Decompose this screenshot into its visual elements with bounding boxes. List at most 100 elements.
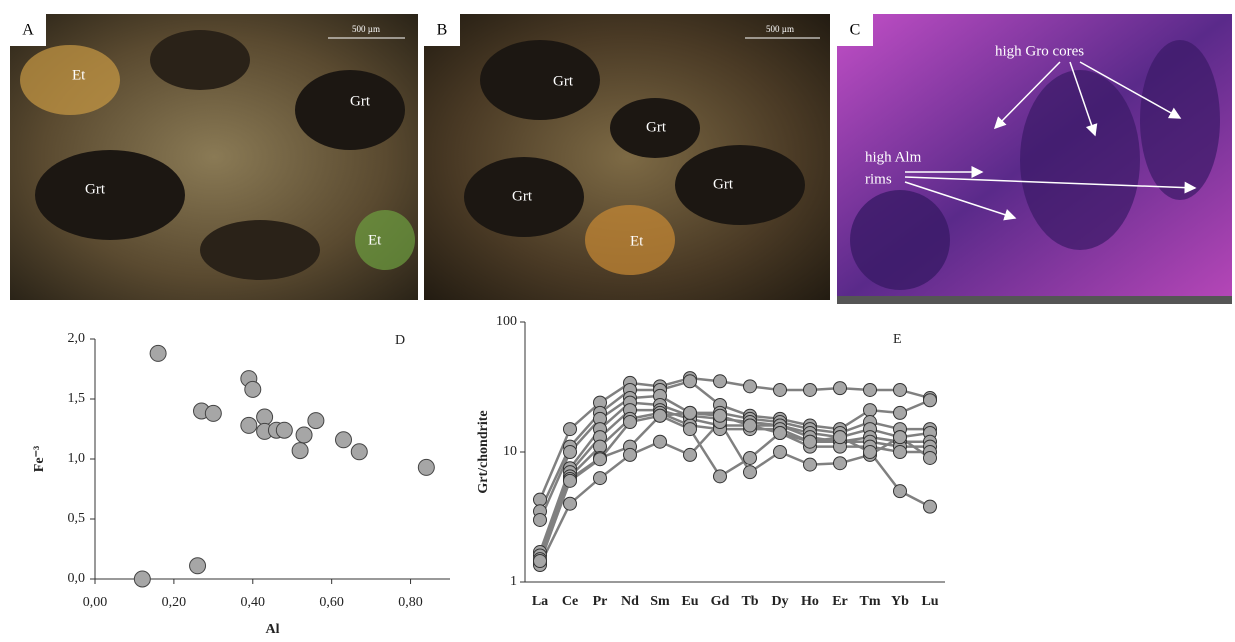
scale-bar: 500 µm bbox=[352, 24, 380, 34]
panel-label: B bbox=[437, 22, 448, 39]
point bbox=[893, 382, 907, 397]
x-tick-label: 0,40 bbox=[241, 595, 266, 610]
x-tick-label: Tm bbox=[860, 594, 881, 609]
point bbox=[653, 408, 667, 423]
point bbox=[275, 421, 293, 439]
y-tick-label: 1,5 bbox=[68, 391, 86, 406]
point bbox=[833, 430, 847, 445]
point bbox=[563, 473, 577, 488]
panel-label: A bbox=[22, 22, 34, 39]
x-tick-label: Ce bbox=[562, 594, 578, 609]
point bbox=[743, 450, 757, 465]
panel-label: E bbox=[893, 332, 902, 347]
panel-label: C bbox=[850, 22, 861, 39]
point bbox=[773, 382, 787, 397]
point bbox=[133, 570, 151, 588]
point bbox=[893, 430, 907, 445]
point bbox=[593, 471, 607, 486]
y-tick-label: 1 bbox=[510, 574, 517, 589]
mineral-label: Grt bbox=[713, 176, 734, 192]
point bbox=[923, 393, 937, 408]
point bbox=[240, 416, 258, 434]
x-tick-label: Pr bbox=[593, 594, 608, 609]
point bbox=[623, 415, 637, 430]
x-tick-label: Tb bbox=[741, 594, 758, 609]
photo-b: B 500 µm Grt Grt Grt Grt Et bbox=[424, 14, 830, 300]
panel-label: D bbox=[395, 333, 405, 348]
y-tick-label: 100 bbox=[496, 314, 517, 329]
x-tick-label: Sm bbox=[650, 594, 670, 609]
point bbox=[623, 447, 637, 462]
x-tick-label: La bbox=[532, 594, 548, 609]
photo-c: C high Gro cores high Alm rims bbox=[837, 14, 1232, 304]
point bbox=[291, 442, 309, 460]
point bbox=[863, 403, 877, 418]
x-tick-label: 0,60 bbox=[319, 595, 344, 610]
mineral-label: Grt bbox=[553, 73, 574, 89]
arrows bbox=[904, 61, 1197, 221]
point bbox=[563, 422, 577, 437]
mineral-label: Grt bbox=[512, 188, 533, 204]
point bbox=[350, 443, 368, 461]
point bbox=[833, 381, 847, 396]
x-tick-label: Gd bbox=[711, 594, 730, 609]
x-axis-label: Al bbox=[266, 622, 280, 637]
x-tick-label: 0,00 bbox=[83, 595, 108, 610]
point bbox=[713, 469, 727, 484]
y-tick-label: 10 bbox=[503, 444, 517, 459]
point bbox=[803, 382, 817, 397]
y-axis-label: Grt/chondrite bbox=[476, 410, 491, 493]
y-tick-label: 1,0 bbox=[68, 451, 86, 466]
point bbox=[713, 408, 727, 423]
point bbox=[743, 379, 757, 394]
point bbox=[683, 374, 697, 389]
mineral-label: Et bbox=[368, 232, 382, 248]
annotation: high Alm bbox=[865, 149, 922, 165]
point bbox=[893, 484, 907, 499]
x-tick-label: Yb bbox=[891, 594, 909, 609]
point bbox=[335, 431, 352, 449]
x-tick-label: Lu bbox=[921, 594, 938, 609]
point bbox=[773, 445, 787, 459]
point bbox=[417, 458, 435, 476]
point bbox=[923, 450, 937, 465]
point bbox=[743, 418, 757, 433]
y-tick-label: 2,0 bbox=[68, 331, 86, 346]
x-tick-label: Dy bbox=[771, 594, 788, 609]
point bbox=[683, 447, 697, 462]
annotation: rims bbox=[865, 171, 892, 187]
point bbox=[683, 422, 697, 437]
point bbox=[773, 426, 787, 441]
x-tick-label: Ho bbox=[801, 594, 819, 609]
point bbox=[533, 554, 547, 569]
point bbox=[295, 426, 313, 444]
annotation: high Gro cores bbox=[995, 43, 1084, 59]
point bbox=[863, 382, 877, 397]
point bbox=[803, 434, 817, 449]
point bbox=[533, 512, 547, 527]
y-tick-label: 0,5 bbox=[68, 511, 86, 526]
point bbox=[683, 405, 697, 420]
point bbox=[593, 452, 607, 467]
point bbox=[563, 496, 577, 511]
x-tick-label: Nd bbox=[621, 594, 639, 609]
x-tick-label: 0,20 bbox=[162, 595, 187, 610]
point bbox=[307, 412, 325, 430]
x-tick-label: Er bbox=[832, 594, 848, 609]
point bbox=[803, 457, 817, 472]
mineral-label: Et bbox=[630, 233, 644, 249]
point bbox=[256, 408, 274, 426]
point bbox=[863, 445, 877, 459]
point bbox=[653, 434, 667, 449]
point bbox=[204, 404, 222, 422]
photo-a: A 500 µm Et Grt Grt Et bbox=[10, 14, 418, 300]
mineral-label: Grt bbox=[350, 93, 371, 109]
point bbox=[713, 374, 727, 389]
x-tick-label: Eu bbox=[681, 594, 698, 609]
mineral-label: Grt bbox=[646, 119, 667, 135]
y-tick-label: 0,0 bbox=[68, 571, 86, 586]
point bbox=[743, 465, 757, 480]
mineral-label: Grt bbox=[85, 181, 106, 197]
y-axis-label: Fe⁻³ bbox=[32, 446, 47, 472]
